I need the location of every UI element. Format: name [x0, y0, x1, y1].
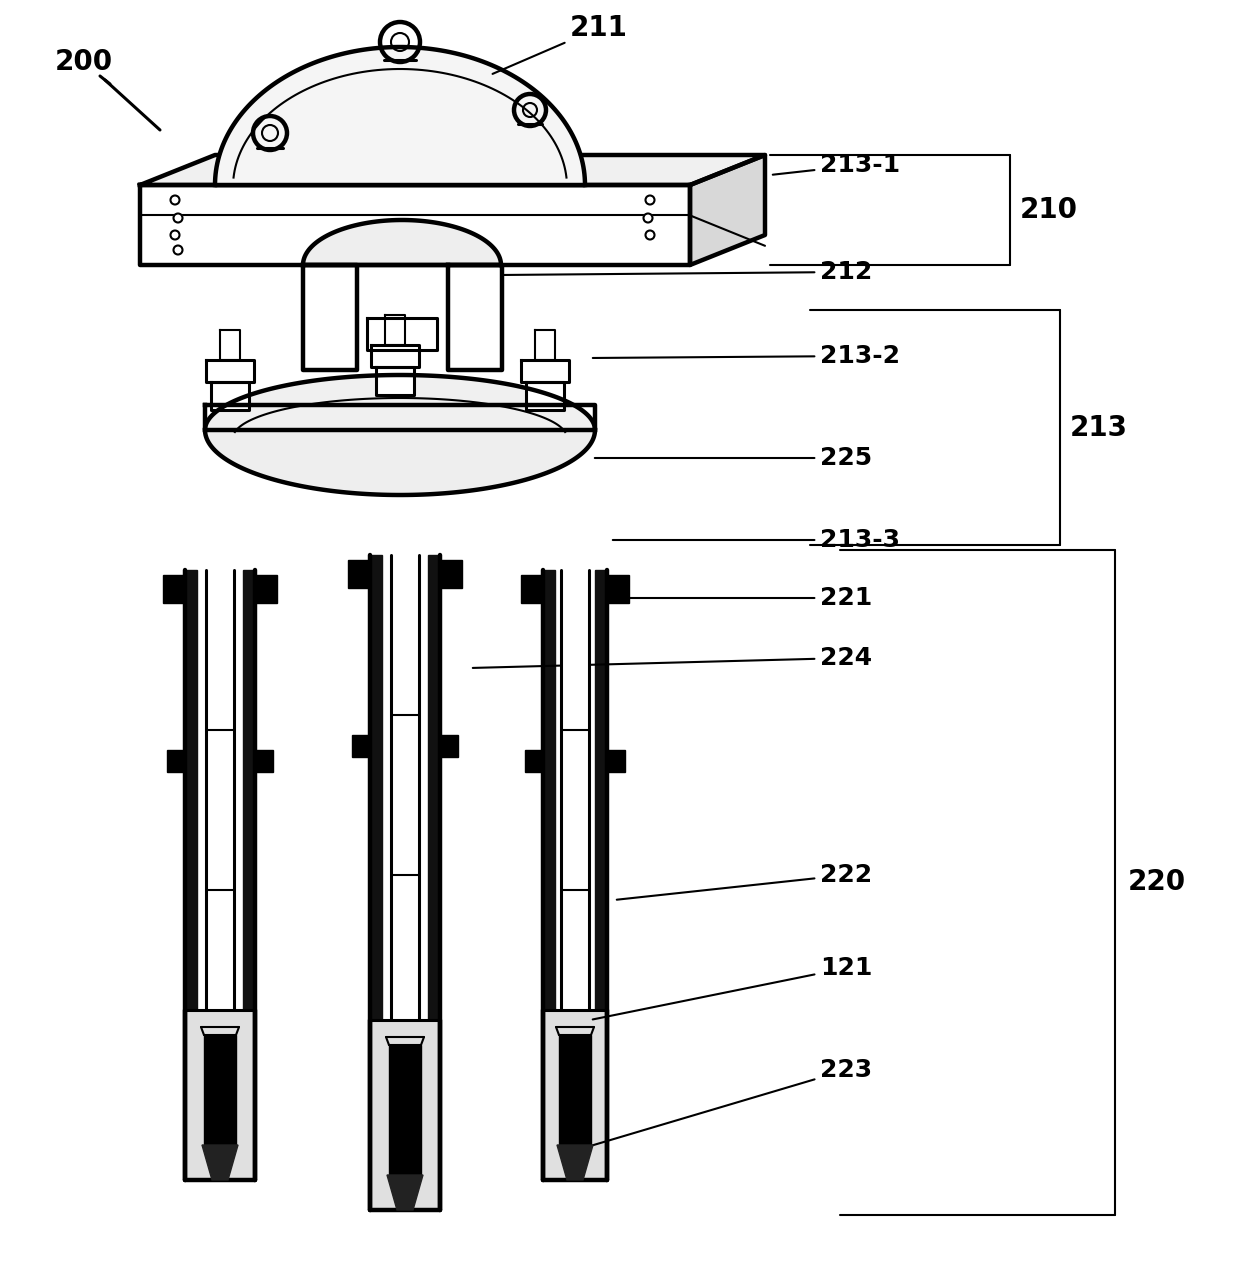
Polygon shape — [559, 1035, 591, 1145]
Text: 213-2: 213-2 — [593, 344, 900, 368]
Polygon shape — [370, 1020, 440, 1210]
Circle shape — [171, 195, 180, 204]
Polygon shape — [526, 382, 564, 411]
Text: 223: 223 — [563, 1058, 872, 1154]
Polygon shape — [391, 555, 419, 1020]
Text: 213: 213 — [1070, 413, 1128, 441]
Polygon shape — [206, 570, 234, 1010]
Polygon shape — [608, 575, 629, 603]
Polygon shape — [521, 360, 569, 382]
Circle shape — [174, 246, 182, 255]
Text: 200: 200 — [55, 48, 113, 76]
Polygon shape — [448, 265, 502, 370]
Polygon shape — [202, 1145, 238, 1179]
Polygon shape — [140, 185, 689, 265]
Polygon shape — [205, 1035, 236, 1145]
Text: 225: 225 — [595, 446, 872, 470]
Polygon shape — [525, 750, 543, 771]
Circle shape — [171, 231, 180, 240]
Polygon shape — [521, 575, 543, 603]
Polygon shape — [376, 367, 414, 395]
Polygon shape — [205, 375, 595, 430]
Polygon shape — [595, 570, 608, 1179]
Text: 210: 210 — [1021, 196, 1078, 224]
Text: 121: 121 — [593, 956, 873, 1020]
Text: 213-1: 213-1 — [773, 153, 900, 177]
Polygon shape — [543, 1010, 608, 1179]
Text: 213-3: 213-3 — [613, 528, 900, 552]
Circle shape — [174, 213, 182, 223]
Polygon shape — [162, 575, 185, 603]
Polygon shape — [367, 317, 436, 351]
Polygon shape — [243, 570, 255, 1179]
Polygon shape — [167, 750, 185, 771]
Circle shape — [646, 195, 655, 204]
Polygon shape — [140, 156, 765, 185]
Polygon shape — [219, 330, 241, 360]
Polygon shape — [370, 555, 440, 1210]
Polygon shape — [206, 360, 254, 382]
Text: 211: 211 — [492, 14, 627, 74]
Polygon shape — [557, 1145, 593, 1179]
Polygon shape — [215, 47, 585, 185]
Polygon shape — [389, 1046, 422, 1176]
Polygon shape — [543, 570, 608, 1179]
Polygon shape — [543, 570, 556, 1179]
Polygon shape — [371, 346, 419, 367]
Polygon shape — [348, 560, 370, 588]
Text: 221: 221 — [615, 586, 872, 609]
Polygon shape — [384, 315, 405, 346]
Polygon shape — [689, 156, 765, 265]
Text: 212: 212 — [502, 260, 872, 284]
Polygon shape — [255, 575, 277, 603]
Text: 220: 220 — [1128, 868, 1187, 896]
Polygon shape — [440, 560, 463, 588]
Polygon shape — [608, 750, 625, 771]
Circle shape — [646, 231, 655, 240]
Polygon shape — [370, 555, 382, 1210]
Polygon shape — [303, 221, 501, 265]
Polygon shape — [428, 555, 440, 1210]
Circle shape — [644, 213, 652, 223]
Polygon shape — [352, 734, 370, 757]
Polygon shape — [255, 750, 273, 771]
Polygon shape — [534, 330, 556, 360]
Polygon shape — [185, 1010, 255, 1179]
Polygon shape — [205, 405, 595, 430]
Polygon shape — [211, 382, 249, 411]
Text: 224: 224 — [472, 646, 872, 669]
Polygon shape — [185, 570, 255, 1179]
Polygon shape — [387, 1176, 423, 1210]
Polygon shape — [205, 430, 595, 495]
Polygon shape — [303, 265, 357, 370]
Polygon shape — [185, 570, 197, 1179]
Polygon shape — [440, 734, 458, 757]
Polygon shape — [560, 570, 589, 1010]
Text: 222: 222 — [616, 863, 872, 900]
